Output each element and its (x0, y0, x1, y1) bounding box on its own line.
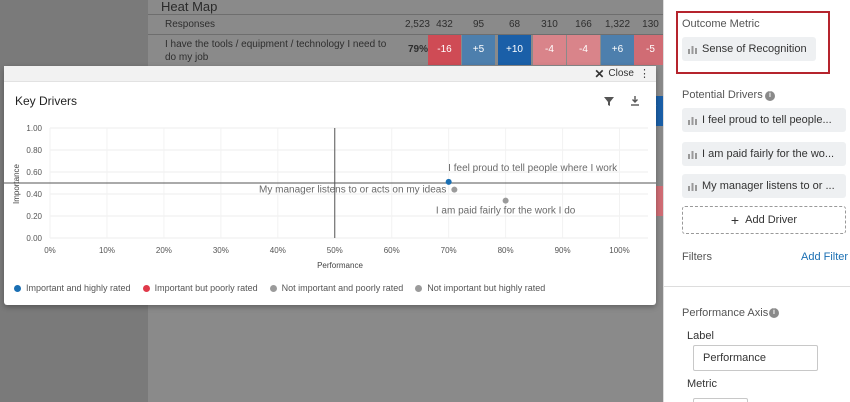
x-tick-label: 40% (270, 246, 286, 255)
performance-label-input[interactable] (693, 345, 818, 371)
legend-dot-icon (142, 284, 150, 292)
x-tick-label: 20% (156, 246, 172, 255)
y-axis-label: Importance (12, 163, 21, 204)
chart-legend: Important and highly rated Important but … (14, 283, 545, 293)
scatter-point[interactable] (451, 186, 458, 193)
potential-drivers-heading: Potential Drivers (682, 89, 763, 101)
heatmap-title: Heat Map (161, 0, 218, 14)
driver-item[interactable]: I feel proud to tell people... (682, 108, 846, 132)
more-options-icon[interactable]: ⋮ (639, 68, 650, 80)
key-drivers-modal: ✕ Close ⋮ Key Drivers 0.00 0.20 0.40 0.60 0.… (4, 66, 656, 305)
legend-dot-icon (14, 284, 21, 292)
heatmap-cell: +6 (601, 35, 634, 65)
performance-axis-heading: Performance Axis (682, 307, 769, 319)
heatmap-responses-row: Responses 2,523 432 95 68 310 166 1,322 … (148, 14, 663, 34)
filters-heading: Filters (682, 251, 712, 263)
legend-label: Not important and poorly rated (281, 283, 404, 293)
filter-icon[interactable] (602, 94, 616, 108)
legend-item[interactable]: Important but poorly rated (142, 283, 258, 293)
metric-heading: Metric (687, 378, 717, 390)
driver-item[interactable]: My manager listens to or ... (682, 174, 846, 198)
responses-count: 1,322 (604, 19, 631, 30)
legend-dot-icon (269, 284, 277, 292)
heatmap-cell: +5 (462, 35, 495, 65)
responses-count: 68 (508, 19, 521, 30)
add-filter-link[interactable]: Add Filter (801, 251, 849, 263)
bar-chart-icon (688, 182, 697, 191)
point-label: My manager listens to or acts on my idea… (259, 185, 446, 196)
outcome-metric-select[interactable]: Sense of Recognition (682, 37, 816, 61)
responses-count: 432 (436, 19, 453, 30)
x-tick-label: 0% (44, 246, 56, 255)
download-icon[interactable] (628, 94, 642, 108)
close-label: Close (608, 68, 634, 79)
x-tick-label: 30% (213, 246, 229, 255)
x-tick-label: 10% (99, 246, 115, 255)
x-tick-label: 60% (384, 246, 400, 255)
point-label: I feel proud to tell people where I work (448, 163, 618, 174)
driver-label: My manager listens to or ... (702, 180, 835, 192)
info-icon[interactable]: i (765, 91, 775, 101)
heatmap-data-row: I have the tools / equipment / technolog… (148, 34, 667, 65)
responses-label: Responses (165, 19, 216, 30)
x-tick-label: 50% (327, 246, 343, 255)
y-tick-label: 0.40 (26, 190, 42, 199)
y-tick-label: 0.80 (26, 146, 42, 155)
bar-chart-icon (688, 116, 697, 125)
y-tick-label: 0.20 (26, 212, 42, 221)
add-driver-button[interactable]: + Add Driver (682, 206, 846, 234)
point-label: I am paid fairly for the work I do (436, 206, 576, 217)
scatter-point[interactable] (502, 197, 509, 204)
legend-item[interactable]: Not important and poorly rated (269, 283, 404, 293)
heatmap-row-score: 79% (407, 44, 428, 55)
heatmap-cell: -4 (533, 35, 566, 65)
heatmap-cell: -5 (634, 35, 667, 65)
heatmap-row-label: I have the tools / equipment / technolog… (165, 39, 387, 63)
close-button[interactable]: ✕ Close (594, 66, 634, 81)
responses-count: 95 (472, 19, 485, 30)
responses-count: 166 (575, 19, 592, 30)
legend-item[interactable]: Important and highly rated (14, 283, 131, 293)
legend-item[interactable]: Not important but highly rated (415, 283, 545, 293)
responses-total: 2,523 (404, 19, 430, 30)
bar-chart-icon (688, 150, 697, 159)
x-tick-label: 80% (498, 246, 514, 255)
heatmap-cell: -4 (567, 35, 600, 65)
close-icon: ✕ (594, 66, 605, 81)
heatmap-cell: +10 (498, 35, 531, 65)
y-tick-label: 0.60 (26, 168, 42, 177)
heatmap-cell: -16 (428, 35, 461, 65)
plus-icon: + (730, 212, 740, 228)
driver-label: I feel proud to tell people... (702, 114, 832, 126)
bar-chart-icon (688, 45, 697, 54)
outcome-metric-value: Sense of Recognition (702, 43, 807, 55)
settings-panel: Outcome Metric Sense of Recognition Pote… (663, 0, 850, 402)
outcome-metric-heading: Outcome Metric (682, 18, 760, 30)
y-tick-label: 1.00 (26, 124, 42, 133)
x-axis-label: Performance (317, 261, 363, 270)
info-icon[interactable]: i (769, 308, 779, 318)
legend-label: Important and highly rated (26, 283, 131, 293)
key-drivers-chart: 0.00 0.20 0.40 0.60 0.80 1.00 0% 10% 20% 30% 40% 5… (4, 124, 656, 270)
x-tick-label: 100% (609, 246, 629, 255)
label-heading: Label (687, 330, 714, 342)
add-driver-label: Add Driver (745, 214, 798, 226)
responses-count: 310 (541, 19, 558, 30)
responses-count: 130 (642, 19, 659, 30)
y-tick-label: 0.00 (26, 234, 42, 243)
x-tick-label: 90% (555, 246, 571, 255)
legend-label: Important but poorly rated (154, 283, 258, 293)
modal-title: Key Drivers (15, 94, 78, 108)
driver-label: I am paid fairly for the wo... (702, 148, 835, 160)
driver-item[interactable]: I am paid fairly for the wo... (682, 142, 846, 166)
legend-label: Not important but highly rated (427, 283, 546, 293)
outcome-highlight-box (676, 11, 830, 74)
x-tick-label: 70% (441, 246, 457, 255)
modal-top-bar: ✕ Close ⋮ (4, 66, 656, 82)
legend-dot-icon (415, 284, 423, 292)
panel-divider (664, 286, 850, 287)
metric-select[interactable] (693, 398, 748, 402)
scatter-point[interactable] (445, 178, 452, 185)
